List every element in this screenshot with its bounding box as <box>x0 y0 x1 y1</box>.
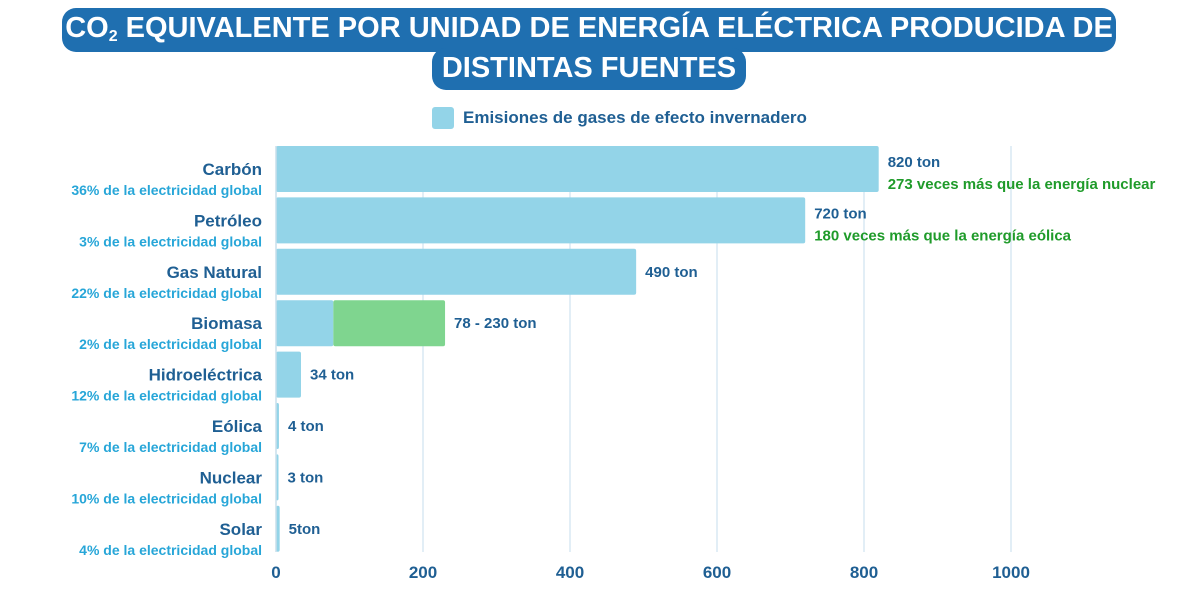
value-label: 4 ton <box>288 418 324 435</box>
category-share: 2% de la electricidad global <box>79 336 262 352</box>
x-tick-label: 0 <box>271 563 280 582</box>
category-name: Biomasa <box>191 314 262 333</box>
category-name: Petróleo <box>194 211 262 230</box>
value-label: 5ton <box>289 521 321 538</box>
category-labels: Carbón 36% de la electricidad global Petró… <box>71 160 262 558</box>
value-label: 490 ton <box>645 264 698 281</box>
category-share: 7% de la electricidad global <box>79 439 262 455</box>
category-name: Carbón <box>203 160 263 179</box>
x-tick-label: 1000 <box>992 563 1030 582</box>
category-name: Gas Natural <box>167 263 262 282</box>
x-tick-label: 600 <box>703 563 731 582</box>
category-share: 22% de la electricidad global <box>71 285 262 301</box>
value-label: 34 ton <box>310 367 354 384</box>
comparison-note: 180 veces más que la energía eólica <box>814 227 1071 244</box>
legend-label: Emisiones de gases de efecto invernadero <box>463 108 807 127</box>
title-co2-subscript: 2 <box>108 28 118 45</box>
bar <box>276 300 334 347</box>
title-main-text: EQUIVALENTE POR UNIDAD DE ENERGÍA ELÉCTR… <box>117 12 1113 44</box>
category-share: 10% de la electricidad global <box>71 490 262 506</box>
x-axis: 0 200 400 600 800 1000 <box>271 146 1030 582</box>
chart-title-line-1: CO2 EQUIVALENTE POR UNIDAD DE ENERGÍA EL… <box>62 8 1116 52</box>
title-co: CO <box>65 12 109 44</box>
bar <box>276 505 280 552</box>
x-tick-label: 800 <box>850 563 878 582</box>
bars <box>276 146 879 552</box>
comparison-note: 273 veces más que la energía nuclear <box>888 176 1156 193</box>
bar <box>276 248 637 295</box>
legend: Emisiones de gases de efecto invernadero <box>432 107 807 129</box>
bar <box>276 146 879 192</box>
value-label: 78 - 230 ton <box>454 315 537 332</box>
x-tick-label: 200 <box>409 563 437 582</box>
x-tick-label: 400 <box>556 563 584 582</box>
category-name: Nuclear <box>200 468 263 487</box>
bar <box>276 351 301 398</box>
bar <box>276 197 806 244</box>
bar-range <box>333 300 446 347</box>
value-label: 3 ton <box>288 469 324 486</box>
category-name: Eólica <box>212 417 263 436</box>
value-labels: 820 ton 273 veces más que la energía nucl… <box>288 154 1156 538</box>
category-share: 36% de la electricidad global <box>71 182 262 198</box>
value-label: 720 ton <box>814 205 867 222</box>
chart-title-line-2: DISTINTAS FUENTES <box>432 48 746 90</box>
category-share: 4% de la electricidad global <box>79 542 262 558</box>
category-share: 12% de la electricidad global <box>71 388 262 404</box>
legend-swatch <box>432 107 454 129</box>
value-label: 820 ton <box>888 154 941 171</box>
category-name: Solar <box>219 520 262 539</box>
category-share: 3% de la electricidad global <box>79 233 262 249</box>
category-name: Hidroeléctrica <box>149 366 263 385</box>
